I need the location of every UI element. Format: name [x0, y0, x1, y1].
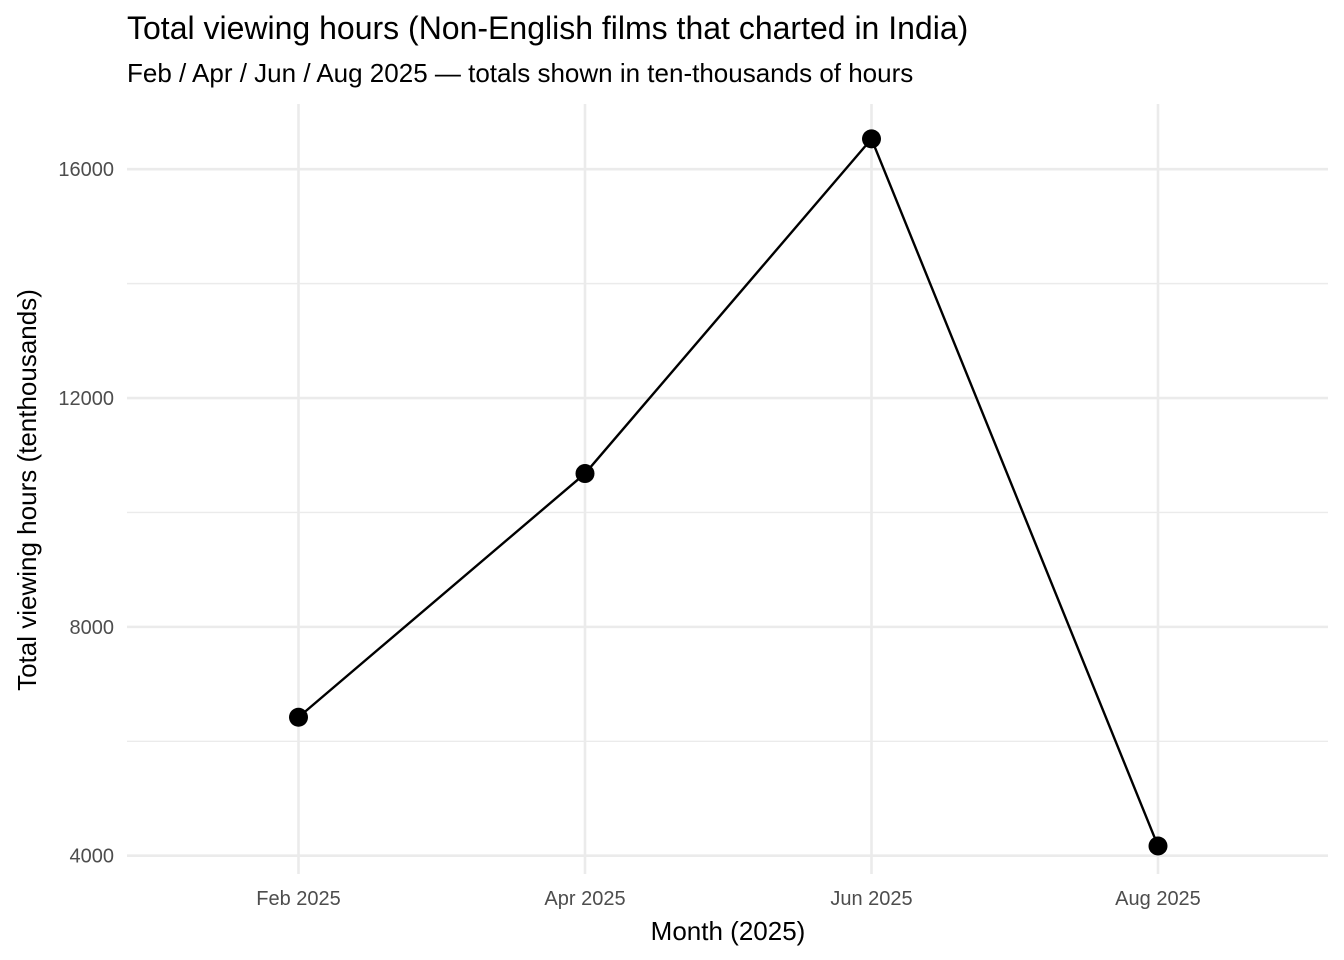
x-tick-label: Apr 2025: [544, 888, 625, 910]
x-tick-label: Jun 2025: [830, 888, 912, 910]
major-gridlines: [127, 104, 1328, 874]
data-point: [1148, 836, 1168, 856]
data-points: [289, 129, 1168, 856]
y-tick-label: 12000: [58, 388, 114, 410]
y-tick-label: 4000: [70, 846, 115, 868]
y-axis-tick-labels: 4000 8000 12000 16000: [58, 159, 114, 867]
chart-subtitle: Feb / Apr / Jun / Aug 2025 — totals show…: [127, 58, 914, 88]
data-point: [289, 707, 308, 727]
x-tick-label: Feb 2025: [256, 888, 341, 910]
series-line: [297, 137, 1160, 847]
x-axis-tick-labels: Feb 2025 Apr 2025 Jun 2025 Aug 2025: [256, 888, 1201, 910]
x-axis-title: Month (2025): [651, 916, 806, 946]
y-tick-label: 16000: [58, 159, 114, 181]
y-tick-label: 8000: [70, 617, 115, 639]
chart-title: Total viewing hours (Non-English films t…: [127, 10, 969, 46]
minor-gridlines: [127, 282, 1328, 742]
y-axis-title: Total viewing hours (tenthousands): [12, 289, 42, 691]
series-line-group: [297, 137, 1160, 847]
data-point: [575, 464, 595, 484]
data-point: [862, 129, 881, 149]
x-tick-label: Aug 2025: [1115, 888, 1201, 910]
